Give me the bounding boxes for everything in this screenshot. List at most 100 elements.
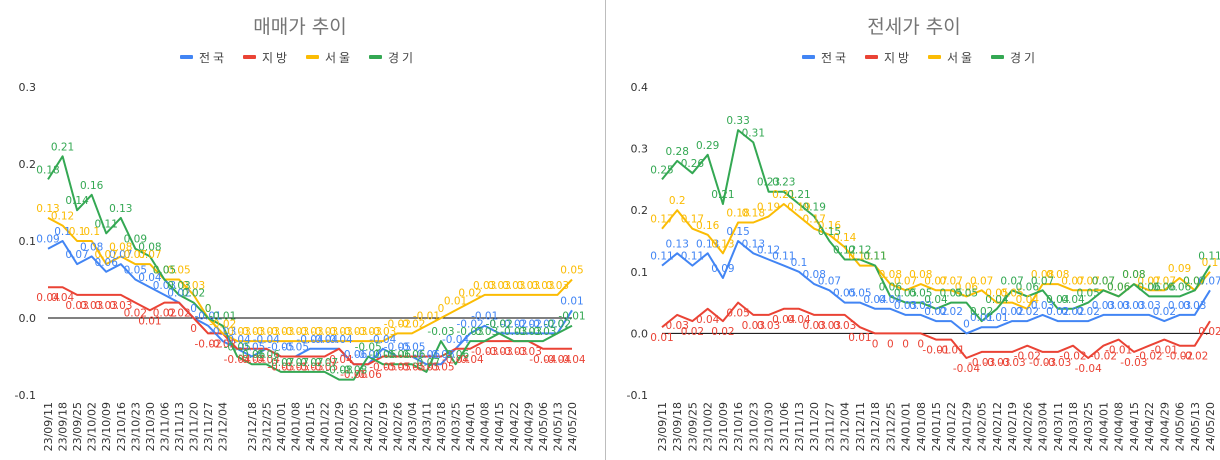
x-tick-label: 24/04/22 [508, 402, 521, 451]
legend-swatch-3 [928, 55, 941, 59]
x-tick-label: 23/11/06 [158, 402, 171, 451]
data-label: -0.03 [486, 346, 513, 358]
x-tick-label: 23/12/04 [217, 402, 230, 451]
data-label: -0.02 [486, 318, 513, 330]
series-line-1 [661, 240, 1211, 335]
data-label: -0.01 [471, 311, 498, 323]
data-label: 0.11 [863, 251, 886, 263]
data-label: 0.25 [650, 164, 673, 176]
x-tick-label: 24/01/01 [275, 402, 288, 451]
data-label: -0.03 [515, 326, 542, 338]
data-label: 0.05 [153, 265, 176, 277]
y-tick-label: 0.1 [19, 235, 37, 248]
data-label: 0.14 [833, 232, 857, 244]
data-label: -0.08 [340, 365, 367, 377]
data-label: 0.06 [1016, 281, 1040, 293]
x-tick-label: 24/03/25 [1082, 402, 1095, 451]
data-label: -0.01 [1151, 345, 1178, 357]
data-label: -0.05 [238, 342, 265, 354]
data-label: -0.05 [398, 342, 425, 354]
data-label: -0.08 [326, 365, 353, 377]
data-label: 0.02 [1061, 306, 1084, 318]
data-label: -0.06 [340, 369, 367, 381]
data-label: 0.03 [109, 300, 132, 312]
x-tick-label: 23/09/11 [42, 402, 55, 451]
data-label: -0.01 [1105, 345, 1132, 357]
data-label: 0.07 [1198, 275, 1220, 287]
data-label: -0.03 [1029, 357, 1056, 369]
data-label: 0.21 [787, 189, 810, 201]
data-label: 0.13 [742, 238, 765, 250]
data-label: -0.07 [311, 357, 338, 369]
data-label: 0.03 [65, 300, 88, 312]
data-label: 0.04 [924, 294, 948, 306]
data-label: 0.16 [818, 220, 842, 232]
data-label: 0.07 [1000, 275, 1023, 287]
data-label: -0.02 [1166, 351, 1193, 363]
x-tick-label: 23/12/18 [246, 402, 259, 451]
data-label: 0.03 [894, 300, 917, 312]
data-label: -0.04 [253, 354, 280, 366]
data-label: 0.03 [1122, 300, 1145, 312]
data-label: 0.02 [681, 326, 704, 338]
data-label: 0.07 [1031, 275, 1054, 287]
data-label: -0.07 [296, 357, 323, 369]
data-label: -0.03 [282, 326, 309, 338]
data-label: 0.01 [985, 312, 1008, 324]
data-label: 0.18 [742, 208, 765, 220]
x-tick-label: 24/04/22 [1143, 402, 1156, 451]
data-label: 0.01 [848, 332, 871, 344]
data-label: 0.19 [757, 201, 780, 213]
x-tick-label: 24/03/04 [1037, 402, 1050, 451]
data-label: 0.17 [803, 214, 826, 226]
data-label: 0.04 [1016, 294, 1040, 306]
data-label: 0.01 [560, 295, 583, 307]
x-tick-label: 23/09/11 [656, 402, 669, 451]
data-label: 0.18 [726, 208, 749, 220]
data-label: -0.03 [500, 326, 527, 338]
data-label: -0.02 [1014, 351, 1041, 363]
x-tick-label: 23/10/16 [732, 402, 745, 451]
data-label: -0.03 [340, 326, 367, 338]
data-label: -0.04 [311, 334, 338, 346]
data-label: 0.03 [182, 280, 205, 292]
data-label: 0.05 [124, 265, 147, 277]
data-label: 0.03 [757, 320, 780, 332]
x-tick-label: 23/11/13 [793, 402, 806, 451]
data-label: 0.26 [681, 158, 705, 170]
data-label: -0.04 [442, 334, 469, 346]
data-label: -0.03 [224, 326, 251, 338]
data-label: -0.02 [500, 318, 527, 330]
data-label: 0.21 [51, 141, 74, 153]
data-label: 0.06 [95, 257, 119, 269]
data-label: 0.13 [711, 238, 734, 250]
data-label: 0.03 [153, 280, 176, 292]
data-label: -0.03 [267, 326, 294, 338]
data-label: 0.07 [924, 275, 947, 287]
data-label: -0.04 [544, 354, 571, 366]
data-label: -0.05 [311, 362, 338, 374]
x-tick-label: 24/02/12 [991, 402, 1004, 451]
data-label: 0.11 [863, 251, 886, 263]
data-label: 0 [205, 303, 212, 315]
x-tick-label: 24/03/11 [420, 402, 433, 451]
data-label: -0.05 [398, 362, 425, 374]
data-label: -0.03 [1120, 357, 1147, 369]
data-label: -0.05 [369, 362, 396, 374]
data-label: 0.05 [1000, 288, 1023, 300]
y-tick-label: -0.1 [627, 389, 648, 402]
data-label: -0.04 [238, 354, 265, 366]
data-label: 0.03 [1031, 300, 1054, 312]
data-label: 0.23 [772, 177, 795, 189]
data-label: 0.04 [1061, 294, 1085, 306]
data-label: 0.01 [650, 332, 673, 344]
data-label: 0.02 [1198, 326, 1220, 338]
x-tick-label: 24/05/20 [1204, 402, 1217, 451]
data-label: -0.04 [224, 354, 251, 366]
data-label: 0.08 [1046, 269, 1069, 281]
data-label: 0.2 [669, 195, 686, 207]
x-tick-label: 23/10/30 [763, 402, 776, 451]
series-line-2 [661, 301, 1211, 359]
data-label: -0.05 [267, 342, 294, 354]
